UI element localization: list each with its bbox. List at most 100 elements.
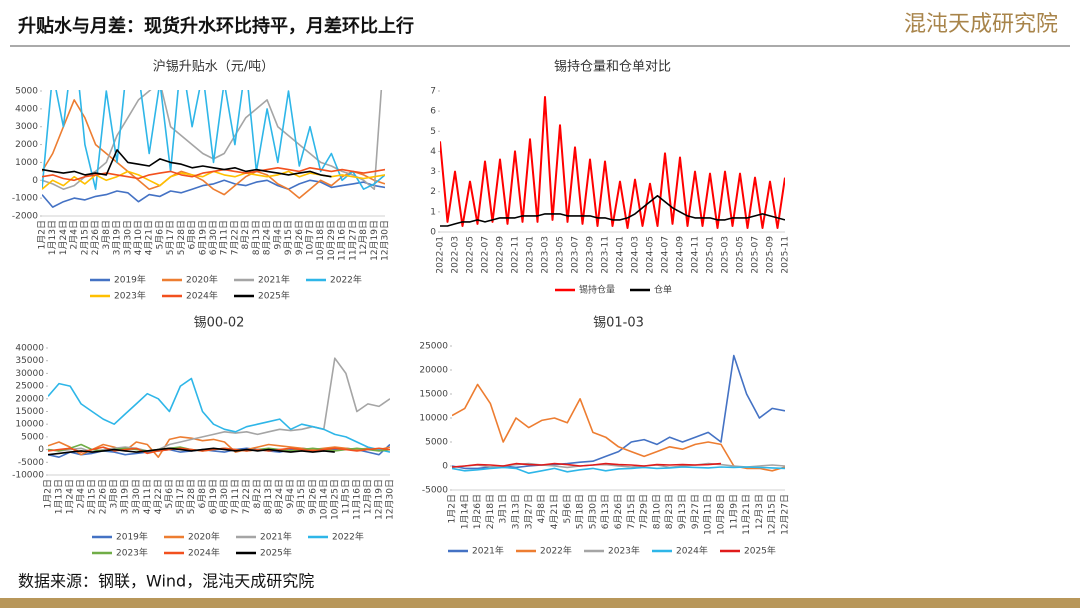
x-tick-label: 2月4日 — [69, 220, 80, 249]
y-tick-label: 15000 — [419, 390, 448, 400]
x-tick-label: 4月21日 — [549, 494, 560, 529]
legend-label: 2019年 — [114, 274, 146, 286]
series-line — [48, 447, 335, 456]
series-line — [440, 194, 785, 227]
x-tick-label: 11月21日 — [741, 494, 752, 535]
x-tick-label: 3月13日 — [511, 494, 522, 529]
x-tick-label: 2025-07 — [751, 236, 761, 274]
legend-label: 2023年 — [116, 547, 148, 559]
x-tick-label: 9月26日 — [307, 479, 318, 514]
x-tick-label: 6月19日 — [197, 220, 208, 255]
x-tick-label: 10月11日 — [703, 494, 714, 535]
x-tick-label: 12月19日 — [373, 479, 384, 520]
series-line — [42, 90, 385, 190]
legend-label: 2022年 — [330, 274, 362, 286]
legend-label: 2023年 — [114, 290, 146, 302]
legend-label: 仓单 — [654, 284, 672, 296]
y-tick-label: 4 — [430, 147, 436, 157]
source-note: 数据来源：钢联，Wind，混沌天成研究院 — [18, 572, 314, 591]
legend-label: 2022年 — [540, 545, 572, 557]
x-tick-label: 2月15日 — [87, 479, 98, 514]
y-tick-label: 6 — [430, 107, 436, 117]
x-tick-label: 11月16日 — [351, 479, 362, 520]
y-tick-label: -1000 — [12, 194, 38, 204]
y-tick-label: 1000 — [15, 158, 38, 168]
x-tick-label: 5月17日 — [175, 479, 186, 514]
x-tick-label: 2024-09 — [676, 236, 686, 274]
x-tick-label: 12月30日 — [385, 479, 396, 520]
y-tick-label: 3 — [430, 167, 436, 177]
y-tick-label: -10000 — [12, 471, 44, 481]
chart-title: 沪锡升贴水（元/吨） — [153, 59, 274, 75]
x-tick-label: 5月30日 — [587, 494, 598, 529]
x-tick-label: 6月8日 — [197, 479, 208, 508]
x-tick-label: 3月19日 — [112, 220, 123, 255]
y-tick-label: 0 — [32, 176, 38, 186]
y-tick-label: 30000 — [15, 369, 44, 379]
x-tick-label: 7月22日 — [229, 220, 240, 255]
x-tick-label: 1月13日 — [47, 220, 58, 255]
page-title: 升贴水与月差：现货升水环比持平，月差环比上行 — [18, 15, 414, 37]
x-tick-label: 1月2日 — [43, 479, 54, 508]
legend-label: 2024年 — [188, 547, 220, 559]
x-tick-label: 2024-01 — [616, 236, 626, 274]
series-line — [452, 466, 785, 474]
y-tick-label: 35000 — [15, 356, 44, 366]
x-tick-label: 8月24日 — [262, 220, 273, 255]
legend-label: 2021年 — [260, 531, 292, 543]
x-tick-label: 7月15日 — [626, 494, 637, 529]
x-tick-label: 7月29日 — [639, 494, 650, 529]
x-tick-label: 2月26日 — [98, 479, 109, 514]
x-tick-label: 7月22日 — [241, 479, 252, 514]
x-tick-label: 2023-05 — [556, 236, 566, 274]
series-line — [440, 96, 785, 229]
legend-label: 2021年 — [258, 274, 290, 286]
x-tick-label: 9月26日 — [294, 220, 305, 255]
x-tick-label: 5月6日 — [562, 494, 573, 523]
x-tick-label: 2023-11 — [601, 236, 611, 274]
series-line — [42, 149, 332, 178]
x-tick-label: 9月13日 — [677, 494, 688, 529]
x-tick-label: 5月17日 — [165, 220, 176, 255]
x-tick-label: 9月4日 — [285, 479, 296, 508]
x-tick-label: 6月30日 — [208, 220, 219, 255]
x-tick-label: 2022-01 — [436, 236, 446, 274]
x-tick-label: 8月10日 — [651, 494, 662, 529]
x-tick-label: 11月9日 — [728, 494, 739, 529]
x-tick-label: 2024-05 — [646, 236, 656, 274]
x-tick-label: 8月23日 — [664, 494, 675, 529]
x-tick-label: 8月2日 — [252, 479, 263, 508]
x-tick-label: 7月11日 — [219, 220, 230, 255]
x-tick-label: 2025-03 — [721, 236, 731, 274]
series-line — [452, 462, 722, 468]
y-tick-label: -5000 — [422, 486, 448, 496]
x-tick-label: 1月2日 — [37, 220, 48, 249]
x-tick-label: 5月28日 — [176, 220, 187, 255]
x-tick-label: 2月4日 — [76, 479, 87, 508]
x-tick-label: 8月24日 — [274, 479, 285, 514]
x-tick-label: 6月8日 — [187, 220, 198, 249]
x-tick-label: 12月19日 — [369, 220, 380, 261]
y-tick-label: 25000 — [15, 382, 44, 392]
y-tick-label: 25000 — [419, 342, 448, 352]
series-line — [42, 99, 385, 199]
y-tick-label: 4000 — [15, 104, 38, 114]
x-tick-label: 10月29日 — [326, 220, 337, 261]
x-tick-label: 1月2日 — [447, 494, 458, 523]
x-tick-label: 11月16日 — [337, 220, 348, 261]
x-tick-label: 2022-09 — [496, 236, 506, 274]
x-tick-label: 5月6日 — [164, 479, 175, 508]
x-tick-label: 2月26日 — [90, 220, 101, 255]
x-tick-label: 1月14日 — [459, 494, 470, 529]
y-tick-label: 0 — [38, 445, 44, 455]
x-tick-label: 2024-11 — [691, 236, 701, 274]
x-tick-label: 2025-09 — [766, 236, 776, 274]
x-tick-label: 10月14日 — [318, 479, 329, 520]
x-tick-label: 8月13日 — [263, 479, 274, 514]
x-tick-label: 2023-07 — [571, 236, 581, 274]
x-tick-label: 3月1日 — [498, 494, 509, 523]
x-tick-label: 5月6日 — [154, 220, 165, 249]
x-tick-label: 12月27日 — [780, 494, 791, 535]
x-tick-label: 2024-03 — [631, 236, 641, 274]
x-tick-label: 1月24日 — [65, 479, 76, 514]
